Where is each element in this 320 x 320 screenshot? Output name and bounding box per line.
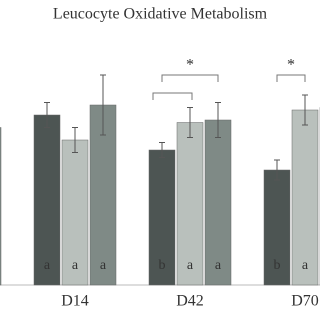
bar-letter: a [44,258,51,273]
bar [176,122,204,286]
bar-letter: b [159,258,166,273]
bar-letter: a [72,258,79,273]
bar-letter: a [302,258,309,273]
error-bar [159,142,165,158]
bar [148,149,176,286]
bar [33,114,61,286]
bar [291,109,319,286]
chart-title: Leucocyte Oxidative Metabolism [53,6,268,23]
bar [61,139,89,286]
significance-label: * [186,57,194,74]
x-tick-label: D70 [291,293,319,310]
error-bar [274,159,280,181]
bar-letter: a [215,258,222,273]
bar [263,169,291,286]
bar-letter: a [100,258,107,273]
significance-bracket [276,74,306,82]
x-tick-label: D14 [61,293,89,310]
error-bar [187,107,193,138]
error-bar [72,127,78,153]
error-bar [44,102,50,128]
x-tick-label: D42 [176,293,204,310]
bar-letter: a [187,258,194,273]
significance-bracket [161,74,219,82]
error-bar [100,74,106,136]
significance-label: * [287,57,295,74]
error-bar [215,102,221,138]
bracket [152,92,193,100]
bar [0,127,2,286]
bar-letter: b [274,258,281,273]
error-bar [302,94,308,126]
